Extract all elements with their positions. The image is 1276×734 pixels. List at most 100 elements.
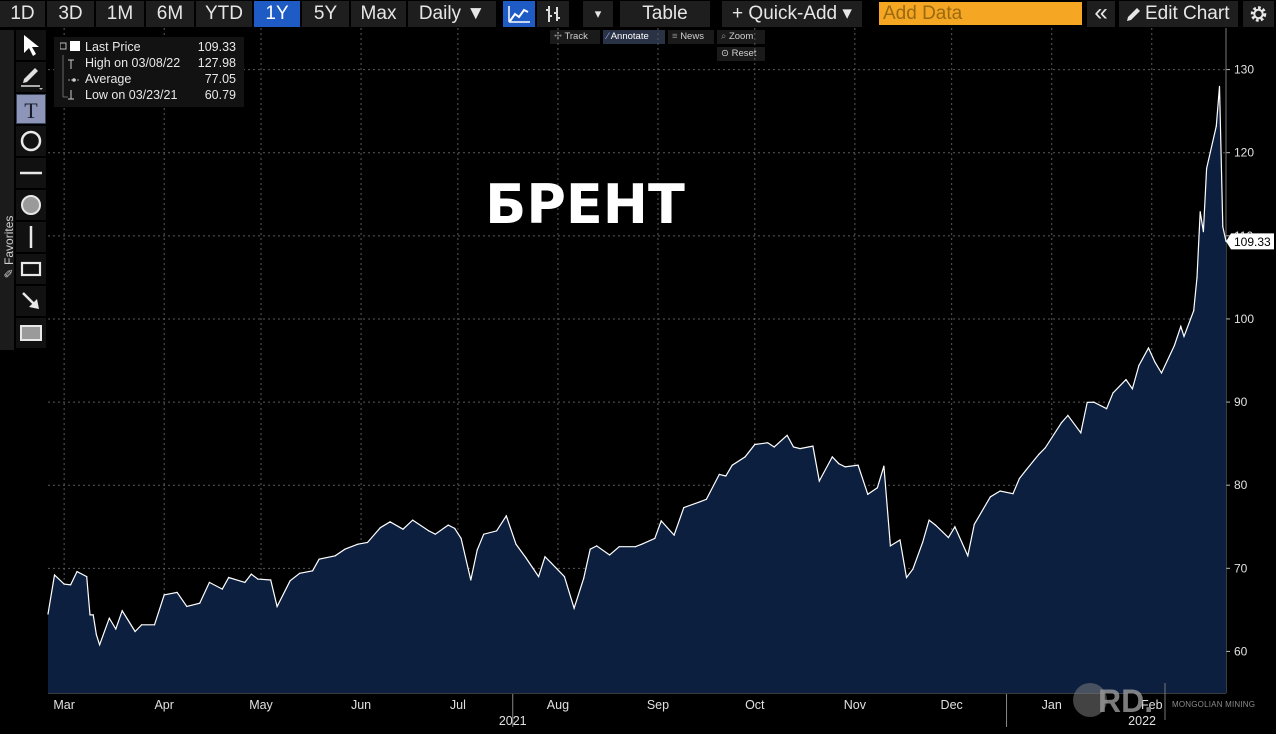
select-arrow-icon[interactable] (16, 30, 46, 60)
y-tick-label: 80 (1234, 478, 1248, 492)
price-point (550, 562, 553, 564)
filled-circle-icon[interactable] (16, 190, 46, 220)
legend-row-low[interactable]: Low on 03/23/21 60.79 (54, 87, 244, 103)
pen-icon[interactable] (16, 62, 46, 92)
price-point (1154, 361, 1156, 363)
price-point (76, 571, 78, 573)
price-point (460, 537, 462, 540)
price-point (786, 434, 788, 436)
high-marker-icon (60, 55, 82, 71)
year-label: 2022 (1128, 714, 1156, 728)
price-point (108, 617, 110, 619)
horizontal-line-icon[interactable] (16, 158, 46, 188)
edit-chart-label: Edit Chart (1145, 3, 1230, 24)
last-price-label: 109.33 (1234, 235, 1271, 249)
track-button[interactable]: ✣ Track (550, 30, 600, 44)
rectangle-outline-icon[interactable] (16, 254, 46, 284)
price-point (844, 466, 846, 468)
line-chart-icon[interactable] (503, 1, 535, 27)
period-button-1y[interactable]: 1Y (254, 1, 300, 27)
frequency-dropdown[interactable]: Daily ▼ (408, 1, 496, 27)
price-point (660, 520, 662, 522)
price-point (973, 523, 975, 525)
x-tick-label: Jan (1042, 698, 1062, 712)
price-point (1193, 310, 1195, 312)
quick-add-button[interactable]: + Quick-Add ▾ (722, 1, 862, 27)
reset-button[interactable]: ⊙ Reset (717, 47, 765, 61)
price-point (186, 605, 188, 608)
price-point (47, 613, 49, 615)
price-point (92, 614, 94, 616)
period-button-1m[interactable]: 1M (96, 1, 144, 27)
legend-row-average[interactable]: Average 77.05 (54, 71, 244, 87)
y-tick-label: 90 (1234, 395, 1248, 409)
watermark-logo-circle (1073, 683, 1107, 717)
price-point (244, 581, 246, 584)
price-area-fill (48, 86, 1226, 693)
circle-outline-icon[interactable] (16, 126, 46, 156)
legend-label: Low on 03/23/21 (85, 88, 178, 102)
favorites-tab[interactable]: ✎ Favorites (0, 30, 16, 350)
price-point (470, 579, 472, 581)
legend-square-icon (59, 39, 82, 55)
period-button-max[interactable]: Max (351, 1, 406, 27)
zoom-button[interactable]: ⌕ Zoom (717, 30, 765, 44)
period-button-6m[interactable]: 6M (146, 1, 194, 27)
price-point (1206, 167, 1208, 170)
price-point (1196, 277, 1198, 279)
price-point (683, 507, 685, 509)
price-point (544, 556, 546, 558)
x-tick-label: Aug (547, 698, 569, 712)
price-point (818, 480, 820, 482)
table-button[interactable]: Table (620, 1, 710, 27)
price-point (912, 568, 914, 570)
legend-row-last-price[interactable]: Last Price 109.33 (54, 39, 244, 55)
bar-chart-icon[interactable] (537, 1, 569, 27)
price-point (163, 594, 165, 596)
price-point (402, 528, 404, 530)
price-point (1138, 364, 1140, 367)
collapse-panel-button[interactable]: « (1087, 1, 1115, 27)
price-point (208, 581, 210, 584)
chart-type-dropdown[interactable]: ▾ (583, 1, 613, 27)
price-point (573, 607, 575, 609)
text-tool-icon[interactable]: T (16, 94, 46, 124)
arrow-icon[interactable] (16, 286, 46, 316)
x-tick-label: Apr (154, 698, 173, 712)
price-point (63, 583, 65, 585)
filled-rectangle-icon[interactable] (16, 318, 46, 348)
price-point (799, 448, 801, 450)
price-point (483, 533, 485, 535)
price-point (705, 498, 708, 500)
period-button-ytd[interactable]: YTD (196, 1, 252, 27)
x-tick-label: Jun (351, 698, 371, 712)
price-point (538, 576, 540, 578)
period-button-1d[interactable]: 1D (0, 1, 45, 27)
price-point (1080, 432, 1082, 434)
vertical-line-icon[interactable] (16, 222, 46, 252)
period-button-3d[interactable]: 3D (47, 1, 94, 27)
price-point (1147, 347, 1150, 349)
price-point (812, 445, 814, 447)
settings-gear-icon[interactable] (1243, 1, 1274, 27)
annotate-button[interactable]: ⁄ Annotate (603, 30, 665, 44)
news-button[interactable]: ≡ News (668, 30, 714, 44)
add-data-input[interactable] (879, 2, 1082, 25)
price-point (357, 543, 359, 545)
price-point (654, 537, 656, 540)
price-point (1018, 477, 1021, 480)
price-point (505, 515, 507, 517)
x-tick-label: Dec (941, 698, 963, 712)
legend-row-high[interactable]: High on 03/08/22 127.98 (54, 55, 244, 71)
price-point (86, 576, 88, 578)
edit-chart-button[interactable]: Edit Chart (1119, 1, 1238, 27)
price-point (299, 572, 301, 574)
price-point (905, 576, 908, 579)
y-tick-label: 60 (1234, 644, 1248, 658)
legend-value: 77.05 (204, 72, 236, 86)
legend-label: Average (85, 72, 132, 86)
y-tick-label: 130 (1234, 63, 1254, 77)
period-button-5y[interactable]: 5Y (302, 1, 349, 27)
year-label: 2021 (499, 714, 527, 728)
